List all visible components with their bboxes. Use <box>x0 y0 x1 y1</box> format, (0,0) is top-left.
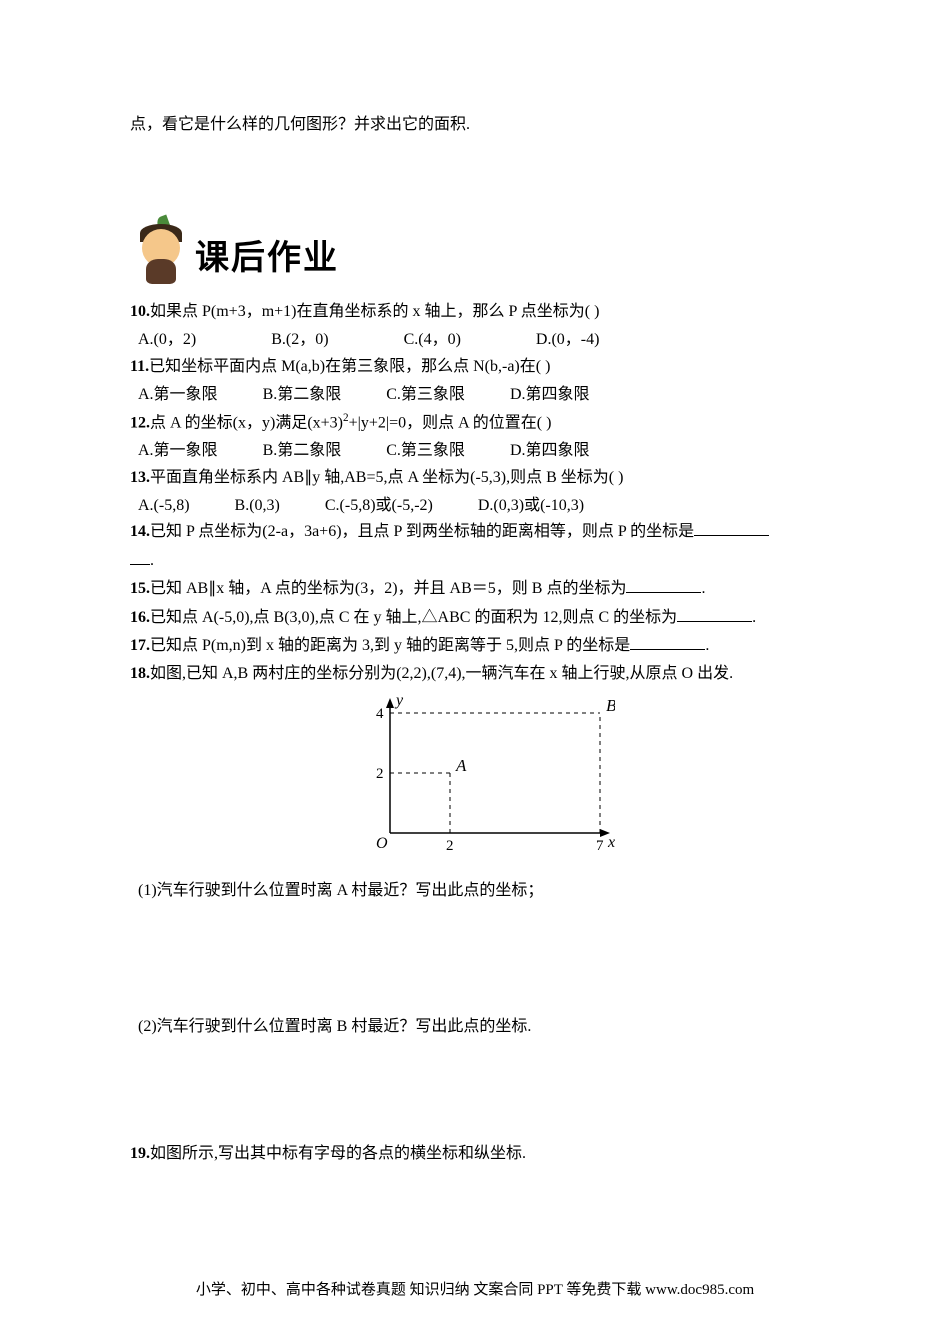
question-text: 平面直角坐标系内 AB∥y 轴,AB=5,点 A 坐标为(-5,3),则点 B … <box>150 469 623 486</box>
section-title: 课后作业 <box>195 230 339 279</box>
option: C.第三象限 <box>386 382 465 408</box>
question-14: 14.已知 P 点坐标为(2-a，3a+6)，且点 P 到两坐标轴的距离相等，则… <box>130 519 820 545</box>
coordinate-chart: Oy x 2 4 2 7 A B <box>335 693 615 868</box>
option: B.(2，0) <box>271 327 328 353</box>
option: D.(0,3)或(-10,3) <box>478 493 584 519</box>
question-18-sub2: (2)汽车行驶到什么位置时离 B 村最近？写出此点的坐标. <box>138 1014 820 1040</box>
svg-text:x: x <box>607 834 615 851</box>
question-11: 11.已知坐标平面内点 M(a,b)在第三象限，那么点 N(b,-a)在( ) <box>130 354 820 380</box>
fill-blank <box>677 606 752 622</box>
fill-blank <box>626 577 701 593</box>
question-17: 17.已知点 P(m,n)到 x 轴的距离为 3,到 y 轴的距离等于 5,则点… <box>130 633 820 659</box>
question-text: +|y+2|=0，则点 A 的位置在( ) <box>349 414 552 431</box>
top-fragment: 点，看它是什么样的几何图形？并求出它的面积. <box>130 110 820 134</box>
svg-text:7: 7 <box>596 838 604 854</box>
question-number: 13. <box>130 469 150 486</box>
question-text: . <box>701 580 705 597</box>
option: A.第一象限 <box>138 438 218 464</box>
question-text: 点 A 的坐标(x，y)满足(x+3) <box>150 414 343 431</box>
question-text: . <box>705 637 709 654</box>
question-text: 已知 AB∥x 轴，A 点的坐标为(3，2)，并且 AB＝5，则 B 点的坐标为 <box>150 580 626 597</box>
fill-blank <box>130 549 150 565</box>
question-12: 12.点 A 的坐标(x，y)满足(x+3)2+|y+2|=0，则点 A 的位置… <box>130 409 820 437</box>
question-13: 13.平面直角坐标系内 AB∥y 轴,AB=5,点 A 坐标为(-5,3),则点… <box>130 465 820 491</box>
options-10: A.(0，2) B.(2，0) C.(4，0) D.(0，-4) <box>138 327 820 353</box>
question-16: 16.已知点 A(-5,0),点 B(3,0),点 C 在 y 轴上,△ABC … <box>130 605 820 631</box>
question-10: 10.如果点 P(m+3，m+1)在直角坐标系的 x 轴上，那么 P 点坐标为(… <box>130 299 820 325</box>
section-header: 课后作业 <box>130 224 820 284</box>
question-19: 19.如图所示,写出其中标有字母的各点的横坐标和纵坐标. <box>130 1141 820 1167</box>
question-18-sub1: (1)汽车行驶到什么位置时离 A 村最近？写出此点的坐标； <box>138 878 820 904</box>
question-text: 已知 P 点坐标为(2-a，3a+6)，且点 P 到两坐标轴的距离相等，则点 P… <box>150 523 694 540</box>
option: B.第二象限 <box>263 382 342 408</box>
question-text: 已知坐标平面内点 M(a,b)在第三象限，那么点 N(b,-a)在( ) <box>149 358 550 375</box>
mascot-icon <box>130 224 190 284</box>
question-number: 18. <box>130 665 150 682</box>
question-number: 19. <box>130 1145 150 1162</box>
option: D.第四象限 <box>510 438 590 464</box>
svg-text:O: O <box>376 835 388 852</box>
page-footer: 小学、初中、高中各种试卷真题 知识归纳 文案合同 PPT 等免费下载 www.d… <box>0 1278 950 1299</box>
option: D.(0，-4) <box>536 327 600 353</box>
fill-blank <box>694 520 769 536</box>
svg-text:B: B <box>606 696 615 715</box>
svg-text:2: 2 <box>446 838 454 854</box>
question-number: 16. <box>130 609 150 626</box>
option: B.(0,3) <box>235 493 280 519</box>
svg-text:A: A <box>455 756 467 775</box>
question-text: 已知点 A(-5,0),点 B(3,0),点 C 在 y 轴上,△ABC 的面积… <box>150 609 677 626</box>
question-number: 11. <box>130 358 149 375</box>
option: C.(4，0) <box>404 327 461 353</box>
question-number: 10. <box>130 303 150 320</box>
question-number: 12. <box>130 414 150 431</box>
question-text: 如图所示,写出其中标有字母的各点的横坐标和纵坐标. <box>150 1145 526 1162</box>
options-12: A.第一象限 B.第二象限 C.第三象限 D.第四象限 <box>138 438 820 464</box>
question-text: 如果点 P(m+3，m+1)在直角坐标系的 x 轴上，那么 P 点坐标为( ) <box>150 303 599 320</box>
question-text: 如图,已知 A,B 两村庄的坐标分别为(2,2),(7,4),一辆汽车在 x 轴… <box>150 665 733 682</box>
question-number: 15. <box>130 580 150 597</box>
question-number: 14. <box>130 523 150 540</box>
question-text: . <box>150 552 154 569</box>
option: B.第二象限 <box>263 438 342 464</box>
question-number: 17. <box>130 637 150 654</box>
svg-text:2: 2 <box>376 766 384 782</box>
question-text: 已知点 P(m,n)到 x 轴的距离为 3,到 y 轴的距离等于 5,则点 P … <box>150 637 630 654</box>
options-13: A.(-5,8) B.(0,3) C.(-5,8)或(-5,-2) D.(0,3… <box>138 493 820 519</box>
options-11: A.第一象限 B.第二象限 C.第三象限 D.第四象限 <box>138 382 820 408</box>
option: A.(0，2) <box>138 327 196 353</box>
question-14-cont: . <box>130 548 820 574</box>
option: A.(-5,8) <box>138 493 190 519</box>
option: C.(-5,8)或(-5,-2) <box>325 493 433 519</box>
option: D.第四象限 <box>510 382 590 408</box>
question-15: 15.已知 AB∥x 轴，A 点的坐标为(3，2)，并且 AB＝5，则 B 点的… <box>130 576 820 602</box>
svg-text:4: 4 <box>376 706 384 722</box>
option: C.第三象限 <box>386 438 465 464</box>
question-18: 18.如图,已知 A,B 两村庄的坐标分别为(2,2),(7,4),一辆汽车在 … <box>130 661 820 687</box>
option: A.第一象限 <box>138 382 218 408</box>
question-text: . <box>752 609 756 626</box>
svg-text:y: y <box>394 693 404 709</box>
fill-blank <box>630 634 705 650</box>
